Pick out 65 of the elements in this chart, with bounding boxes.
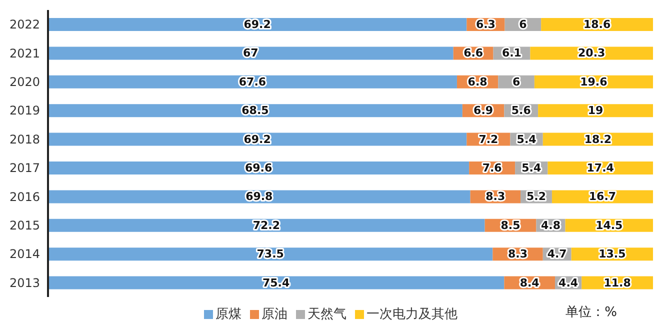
data-label: 7.6	[482, 162, 502, 174]
data-label: 18.6	[583, 18, 611, 31]
bar	[48, 75, 457, 88]
y-tick-label: 2013	[9, 276, 40, 290]
bar	[48, 46, 454, 60]
data-label: 16.7	[588, 190, 616, 204]
data-label: 6.3	[476, 18, 496, 31]
y-tick-label: 2017	[9, 161, 40, 176]
bar	[48, 162, 470, 174]
data-label: 75.4	[262, 276, 290, 290]
bar	[48, 218, 485, 232]
data-label: 72.2	[252, 218, 280, 232]
y-tick-label: 2022	[9, 18, 40, 32]
data-label: 6.1	[502, 46, 522, 60]
legend-label: 原油	[262, 306, 288, 323]
data-label: 8.4	[520, 276, 540, 290]
bar	[48, 276, 504, 290]
bar	[48, 248, 493, 261]
data-label: 6.8	[468, 75, 488, 88]
bar	[48, 104, 462, 118]
bar	[48, 190, 470, 204]
data-label: 73.5	[256, 248, 284, 261]
data-label: 68.5	[242, 104, 269, 118]
data-label: 69.2	[244, 132, 271, 146]
data-label: 5.4	[516, 132, 537, 146]
data-label: 18.2	[584, 132, 612, 146]
data-label: 8.5	[500, 218, 520, 232]
y-tick-label: 2015	[9, 218, 40, 233]
data-label: 4.7	[547, 248, 567, 261]
data-label: 19.6	[580, 75, 608, 88]
data-label: 69.6	[244, 162, 272, 174]
data-label: 19	[588, 104, 604, 118]
data-label: 67.6	[238, 75, 266, 88]
data-label: 13.5	[598, 248, 626, 261]
data-label: 20.3	[578, 46, 606, 60]
data-label: 14.5	[596, 218, 623, 232]
y-tick-label: 2016	[9, 190, 40, 204]
data-label: 8.3	[486, 190, 506, 204]
y-tick-label: 2018	[9, 132, 40, 146]
text: 单位：%	[566, 304, 617, 321]
data-label: 5.4	[522, 162, 542, 174]
data-label: 6.9	[474, 104, 494, 118]
data-label: 7.2	[478, 132, 498, 146]
data-label: 69.2	[244, 18, 271, 31]
data-label: 6	[512, 75, 520, 88]
legend-label: 原煤	[216, 306, 242, 323]
data-label: 6.6	[464, 46, 484, 60]
y-tick-label: 2021	[9, 46, 40, 60]
data-label: 8.3	[508, 248, 528, 261]
bar	[48, 18, 467, 31]
data-label: 4.4	[558, 276, 578, 290]
y-tick-label: 2014	[9, 247, 40, 262]
data-label: 17.4	[586, 162, 614, 174]
y-tick-label: 2020	[9, 75, 40, 90]
legend-label: 天然气	[308, 306, 346, 323]
data-label: 69.8	[246, 190, 273, 204]
data-label: 67	[243, 46, 258, 60]
y-tick-label: 2019	[9, 104, 40, 118]
legend-label: 一次电力及其他	[366, 306, 458, 323]
data-label: 4.8	[541, 218, 561, 232]
data-label: 11.8	[604, 276, 631, 290]
bar	[48, 132, 467, 146]
data-label: 6	[519, 18, 528, 31]
data-label: 5.6	[511, 104, 532, 118]
data-label: 5.2	[526, 190, 546, 204]
